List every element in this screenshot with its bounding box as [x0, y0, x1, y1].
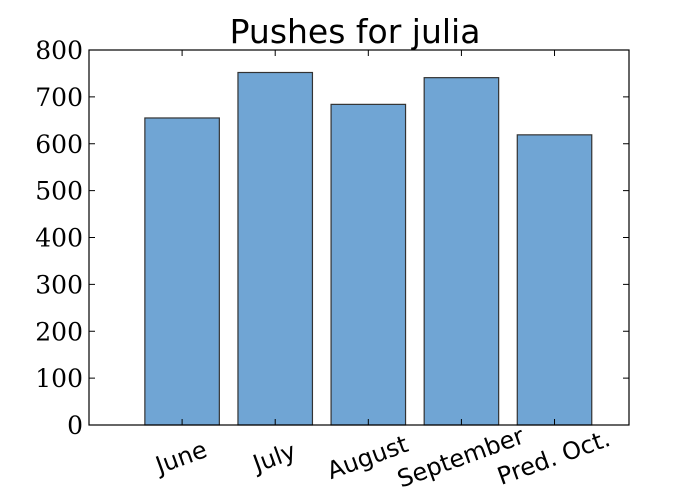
xtick-label: July	[248, 437, 300, 479]
chart-title: Pushes for julia	[230, 12, 481, 51]
plot-frame	[88, 49, 630, 426]
bar-september	[423, 77, 500, 426]
ytick-label: 600	[35, 130, 83, 159]
ytick-label: 300	[35, 270, 83, 299]
bars-layer	[144, 71, 593, 426]
ytick-label: 700	[35, 83, 83, 112]
bar-july	[237, 71, 314, 426]
bar-august	[330, 103, 407, 426]
ytick-label: 400	[35, 224, 83, 253]
ytick-label: 800	[35, 36, 83, 65]
bar-pred-oct	[516, 134, 593, 426]
ytick-label: 500	[35, 177, 83, 206]
xtick-label: June	[150, 435, 211, 480]
ytick-label: 200	[35, 317, 83, 346]
bar-june	[144, 117, 220, 426]
ytick-label: 0	[67, 411, 83, 440]
ytick-label: 100	[35, 364, 83, 393]
